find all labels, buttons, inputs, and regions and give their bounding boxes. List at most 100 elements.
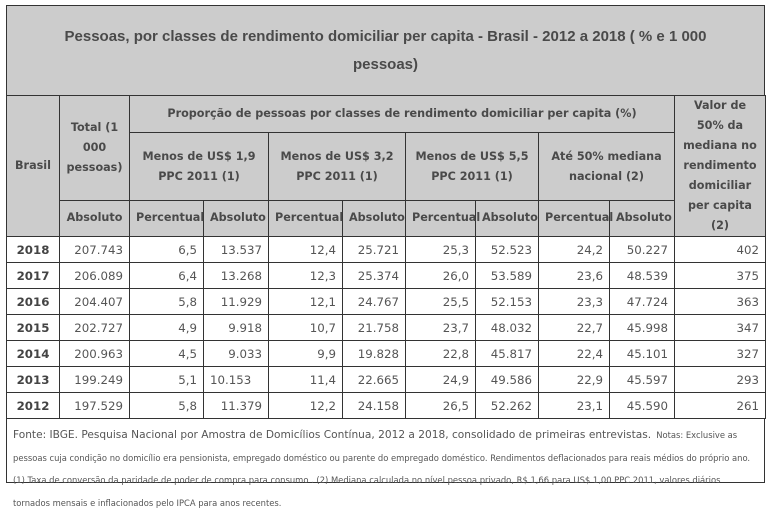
cell-pct-5-5: 22,8: [405, 340, 476, 367]
cell-abs-3-2: 21.758: [342, 314, 406, 341]
cell-pct-1-9: 4,9: [129, 314, 204, 341]
cell-abs-5-5: 53.589: [475, 262, 539, 289]
header-valor-50-mediana: Valor de 50% da mediana no rendimento do…: [674, 95, 766, 237]
cell-pct-5-5: 24,9: [405, 366, 476, 393]
cell-year: 2014: [6, 340, 60, 367]
subheader-percentual: Percentual: [405, 199, 480, 238]
cell-pct-5-5: 23,7: [405, 314, 476, 341]
cell-abs-1-9: 13.268: [203, 262, 269, 289]
subheader-total-absoluto: Absoluto: [59, 199, 130, 238]
cell-abs-1-9: 13.537: [203, 236, 269, 263]
cell-pct-3-2: 12,2: [268, 392, 343, 419]
table-row: 2017 206.089 6,4 13.268 12,3 25.374 26,0…: [6, 262, 766, 289]
cell-abs-mediana: 45.998: [609, 314, 675, 341]
cell-valor-50: 363: [674, 288, 766, 315]
cell-abs-1-9: 11.379: [203, 392, 269, 419]
subheader-percentual: Percentual: [538, 199, 613, 238]
cell-valor-50: 261: [674, 392, 766, 419]
cell-valor-50: 327: [674, 340, 766, 367]
cell-pct-1-9: 6,5: [129, 236, 204, 263]
subheader-absoluto: Absoluto: [203, 199, 269, 238]
cell-pct-5-5: 25,5: [405, 288, 476, 315]
header-proporcao: Proporção de pessoas por classes de rend…: [129, 94, 675, 134]
cell-pct-3-2: 12,1: [268, 288, 343, 315]
table-footer: Fonte: IBGE. Pesquisa Nacional por Amost…: [6, 419, 765, 508]
cell-valor-50: 347: [674, 314, 766, 341]
cell-abs-mediana: 45.590: [609, 392, 675, 419]
cell-abs-3-2: 19.828: [342, 340, 406, 367]
cell-abs-5-5: 52.523: [475, 236, 539, 263]
cell-year: 2013: [6, 366, 60, 393]
cell-pct-1-9: 4,5: [129, 340, 204, 367]
cell-pct-5-5: 26,0: [405, 262, 476, 289]
cell-year: 2015: [6, 314, 60, 341]
cell-pct-mediana: 23,3: [538, 288, 610, 315]
cell-abs-1-9: 9.033: [203, 340, 269, 367]
cell-abs-1-9: 10.153: [203, 366, 269, 393]
cell-abs-mediana: 45.597: [609, 366, 675, 393]
cell-total: 204.407: [59, 288, 130, 315]
cell-pct-1-9: 5,8: [129, 288, 204, 315]
cell-year: 2017: [6, 262, 60, 289]
header-brasil: Brasil: [6, 95, 60, 237]
cell-pct-mediana: 23,6: [538, 262, 610, 289]
cell-abs-5-5: 45.817: [475, 340, 539, 367]
cell-total: 197.529: [59, 392, 130, 419]
cell-year: 2018: [6, 236, 60, 263]
cell-abs-3-2: 25.721: [342, 236, 406, 263]
cell-pct-mediana: 22,4: [538, 340, 610, 367]
cell-total: 199.249: [59, 366, 130, 393]
cell-valor-50: 293: [674, 366, 766, 393]
cell-abs-3-2: 25.374: [342, 262, 406, 289]
income-classes-table: Brasil Total (1 000 pessoas) Proporção d…: [6, 94, 766, 419]
table-row: 2015 202.727 4,9 9.918 10,7 21.758 23,7 …: [6, 314, 766, 341]
cell-pct-1-9: 5,8: [129, 392, 204, 419]
subheader-percentual: Percentual: [129, 199, 204, 238]
cell-pct-3-2: 12,4: [268, 236, 343, 263]
header-group-5-5: Menos de US$ 5,5 PPC 2011 (1): [405, 132, 539, 201]
table-row: 2013 199.249 5,1 10.153 11,4 22.665 24,9…: [6, 366, 766, 393]
cell-pct-3-2: 11,4: [268, 366, 343, 393]
header-group-1-9: Menos de US$ 1,9 PPC 2011 (1): [129, 132, 269, 201]
header-group-mediana: Até 50% mediana nacional (2): [538, 132, 675, 201]
cell-abs-5-5: 48.032: [475, 314, 539, 341]
cell-abs-3-2: 24.158: [342, 392, 406, 419]
cell-abs-mediana: 50.227: [609, 236, 675, 263]
header-group-3-2: Menos de US$ 3,2 PPC 2011 (1): [268, 132, 406, 201]
cell-pct-mediana: 23,1: [538, 392, 610, 419]
cell-year: 2016: [6, 288, 60, 315]
table-row: 2018 207.743 6,5 13.537 12,4 25.721 25,3…: [6, 236, 766, 263]
cell-abs-mediana: 48.539: [609, 262, 675, 289]
subheader-absoluto: Absoluto: [475, 199, 539, 238]
income-classes-table-container: Pessoas, por classes de rendimento domic…: [6, 5, 766, 508]
cell-pct-3-2: 10,7: [268, 314, 343, 341]
cell-abs-1-9: 11.929: [203, 288, 269, 315]
subheader-absoluto: Absoluto: [342, 199, 406, 238]
cell-total: 202.727: [59, 314, 130, 341]
cell-abs-3-2: 22.665: [342, 366, 406, 393]
cell-total: 207.743: [59, 236, 130, 263]
cell-abs-1-9: 9.918: [203, 314, 269, 341]
cell-pct-mediana: 22,9: [538, 366, 610, 393]
cell-abs-5-5: 49.586: [475, 366, 539, 393]
cell-abs-3-2: 24.767: [342, 288, 406, 315]
cell-year: 2012: [6, 392, 60, 419]
cell-valor-50: 375: [674, 262, 766, 289]
cell-pct-3-2: 9,9: [268, 340, 343, 367]
cell-total: 200.963: [59, 340, 130, 367]
cell-total: 206.089: [59, 262, 130, 289]
table-row: 2016 204.407 5,8 11.929 12,1 24.767 25,5…: [6, 288, 766, 315]
footnotes: Notas: Exclusive as pessoas cuja condiçã…: [13, 430, 751, 508]
table-row: 2014 200.963 4,5 9.033 9,9 19.828 22,8 4…: [6, 340, 766, 367]
cell-pct-5-5: 25,3: [405, 236, 476, 263]
cell-pct-5-5: 26,5: [405, 392, 476, 419]
subheader-absoluto: Absoluto: [609, 199, 675, 238]
cell-abs-5-5: 52.262: [475, 392, 539, 419]
cell-abs-mediana: 45.101: [609, 340, 675, 367]
cell-abs-mediana: 47.724: [609, 288, 675, 315]
cell-pct-1-9: 5,1: [129, 366, 204, 393]
cell-valor-50: 402: [674, 236, 766, 263]
subheader-percentual: Percentual: [268, 199, 343, 238]
cell-pct-3-2: 12,3: [268, 262, 343, 289]
cell-pct-mediana: 22,7: [538, 314, 610, 341]
